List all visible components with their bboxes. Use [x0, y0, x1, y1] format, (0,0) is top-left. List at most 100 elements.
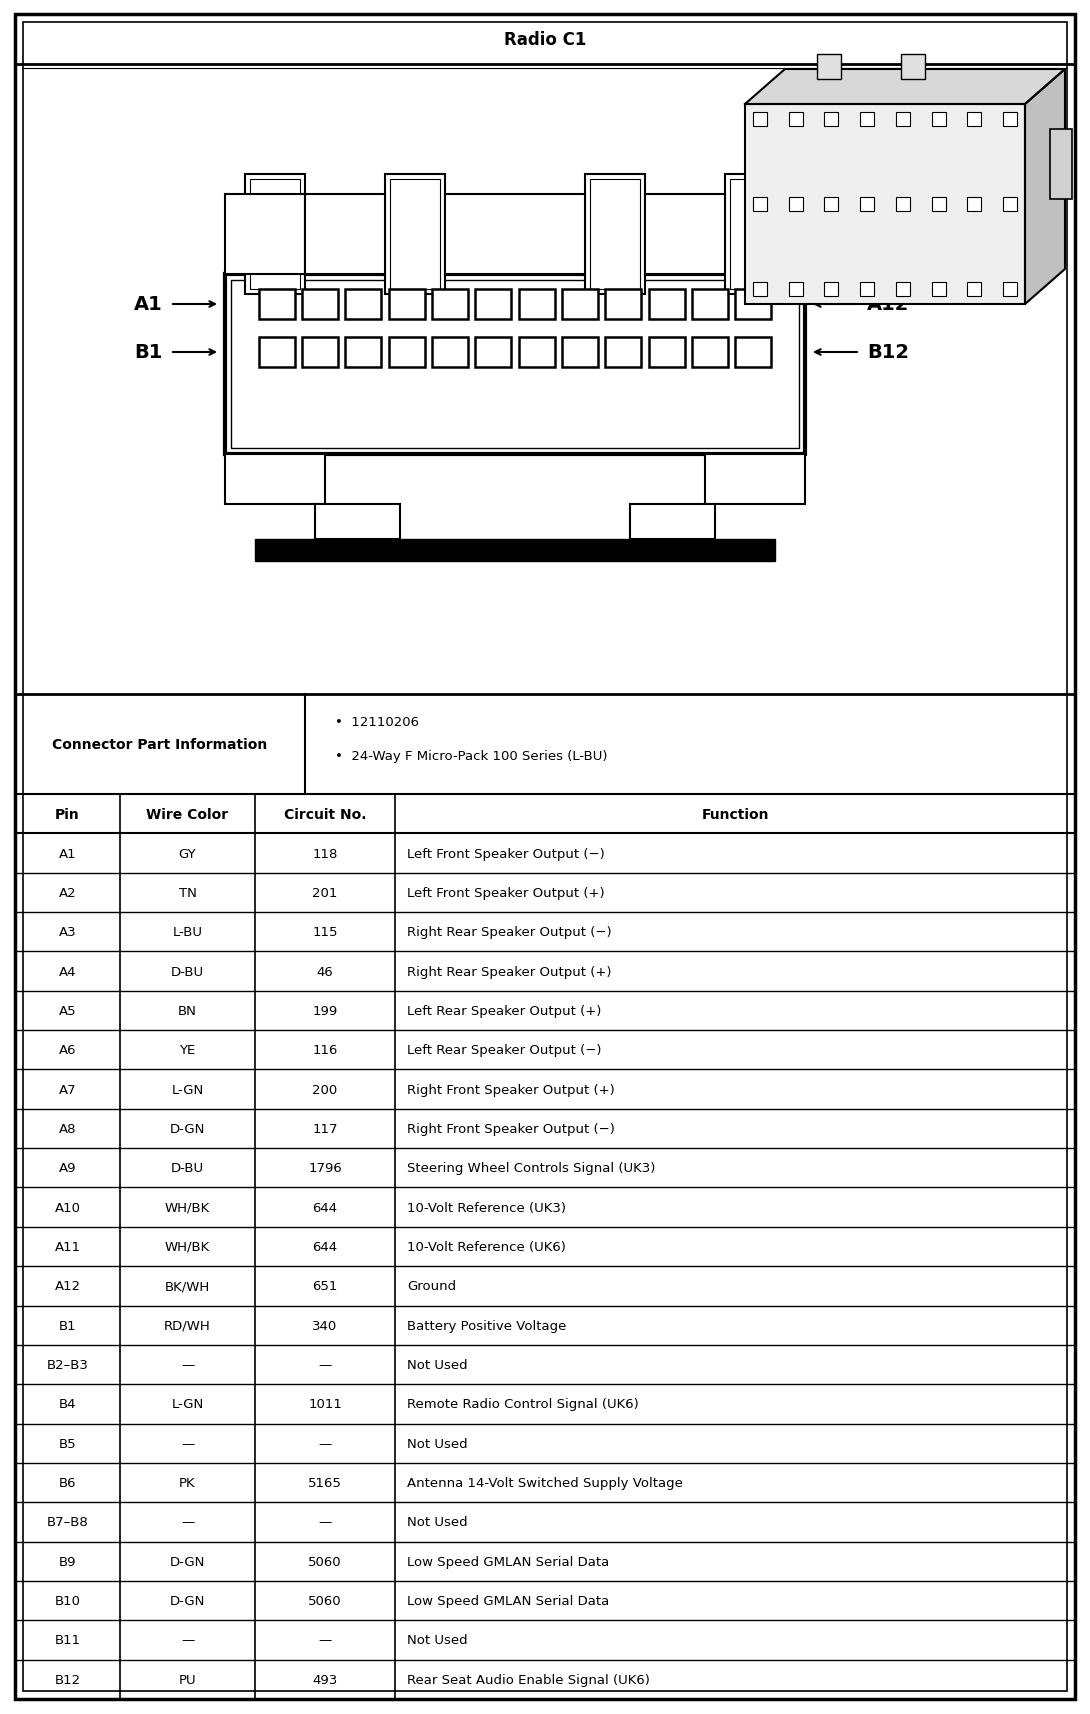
Text: Circuit No.: Circuit No. — [283, 807, 366, 821]
Bar — [346, 290, 382, 321]
Text: —: — — [181, 1515, 194, 1529]
Text: B7–B8: B7–B8 — [47, 1515, 88, 1529]
Text: A10: A10 — [54, 1202, 81, 1214]
Bar — [315, 504, 400, 540]
Text: B12: B12 — [54, 1673, 81, 1687]
Text: A5: A5 — [59, 1004, 76, 1018]
Bar — [932, 283, 945, 297]
Text: WH/BK: WH/BK — [165, 1241, 210, 1253]
Text: Rear Seat Audio Enable Signal (UK6): Rear Seat Audio Enable Signal (UK6) — [407, 1673, 650, 1687]
Text: 1796: 1796 — [308, 1162, 342, 1174]
Text: A3: A3 — [59, 926, 76, 939]
Text: Remote Radio Control Signal (UK6): Remote Radio Control Signal (UK6) — [407, 1397, 639, 1411]
Text: B6: B6 — [59, 1476, 76, 1489]
Bar — [730, 180, 780, 290]
Bar — [896, 283, 910, 297]
Text: Connector Part Information: Connector Part Information — [52, 737, 268, 751]
Text: 46: 46 — [316, 965, 334, 979]
Text: B1: B1 — [59, 1320, 76, 1332]
Text: Not Used: Not Used — [407, 1515, 468, 1529]
Bar — [932, 197, 945, 213]
Text: —: — — [318, 1633, 331, 1647]
Text: Left Front Speaker Output (+): Left Front Speaker Output (+) — [407, 886, 605, 900]
Bar — [860, 197, 874, 213]
Bar — [789, 283, 802, 297]
Bar — [389, 338, 425, 369]
Text: —: — — [318, 1515, 331, 1529]
Bar — [630, 504, 715, 540]
Text: —: — — [181, 1357, 194, 1371]
Bar — [860, 283, 874, 297]
Bar — [753, 197, 767, 213]
Text: A9: A9 — [59, 1162, 76, 1174]
Bar — [649, 338, 685, 369]
Text: 5060: 5060 — [308, 1594, 342, 1608]
Bar — [305, 195, 385, 274]
Bar — [432, 338, 468, 369]
Text: D-GN: D-GN — [170, 1123, 205, 1135]
Bar — [250, 180, 300, 290]
Text: —: — — [181, 1436, 194, 1450]
Text: PU: PU — [179, 1673, 196, 1687]
Text: 644: 644 — [313, 1202, 338, 1214]
Bar — [901, 55, 925, 81]
Text: L-GN: L-GN — [171, 1083, 204, 1095]
Bar — [225, 454, 325, 504]
Text: 1011: 1011 — [308, 1397, 342, 1411]
Text: D-BU: D-BU — [171, 965, 204, 979]
Text: Right Front Speaker Output (+): Right Front Speaker Output (+) — [407, 1083, 615, 1095]
Bar — [475, 338, 511, 369]
Bar — [932, 113, 945, 127]
Text: —: — — [181, 1633, 194, 1647]
Text: 5165: 5165 — [308, 1476, 342, 1489]
Bar — [385, 175, 445, 295]
Text: •  24-Way F Micro-Pack 100 Series (L-BU): • 24-Way F Micro-Pack 100 Series (L-BU) — [335, 751, 607, 763]
Text: L-BU: L-BU — [172, 926, 203, 939]
Text: A2: A2 — [59, 886, 76, 900]
Bar — [824, 197, 838, 213]
Text: A1: A1 — [59, 847, 76, 860]
Text: 118: 118 — [313, 847, 338, 860]
Text: RD/WH: RD/WH — [165, 1320, 210, 1332]
Text: Not Used: Not Used — [407, 1633, 468, 1647]
Bar — [432, 290, 468, 321]
Bar — [1003, 113, 1017, 127]
Text: A6: A6 — [59, 1044, 76, 1056]
Text: PK: PK — [179, 1476, 196, 1489]
Bar — [785, 195, 806, 274]
Bar — [255, 540, 775, 562]
Bar — [744, 105, 1025, 305]
Text: A11: A11 — [54, 1241, 81, 1253]
Text: Radio C1: Radio C1 — [504, 31, 586, 50]
Text: Ground: Ground — [407, 1280, 456, 1292]
Bar — [896, 197, 910, 213]
Bar — [692, 338, 728, 369]
Bar — [967, 113, 981, 127]
Text: A8: A8 — [59, 1123, 76, 1135]
Text: Battery Positive Voltage: Battery Positive Voltage — [407, 1320, 567, 1332]
Text: 651: 651 — [313, 1280, 338, 1292]
Bar — [389, 290, 425, 321]
Bar — [824, 113, 838, 127]
Text: Left Rear Speaker Output (+): Left Rear Speaker Output (+) — [407, 1004, 602, 1018]
Bar — [562, 290, 598, 321]
Polygon shape — [1025, 70, 1065, 305]
Text: YE: YE — [180, 1044, 195, 1056]
Text: B5: B5 — [59, 1436, 76, 1450]
Text: Wire Color: Wire Color — [146, 807, 229, 821]
Bar — [1050, 130, 1071, 201]
Text: Pin: Pin — [56, 807, 80, 821]
Text: A4: A4 — [59, 965, 76, 979]
Text: 5060: 5060 — [308, 1555, 342, 1568]
Bar — [789, 113, 802, 127]
Text: B11: B11 — [54, 1633, 81, 1647]
Bar — [605, 290, 641, 321]
Bar — [605, 338, 641, 369]
Bar — [302, 290, 338, 321]
Text: B1: B1 — [135, 343, 164, 362]
Text: 340: 340 — [313, 1320, 338, 1332]
Bar — [302, 338, 338, 369]
Bar — [519, 290, 555, 321]
Text: —: — — [318, 1357, 331, 1371]
Text: B12: B12 — [867, 343, 909, 362]
